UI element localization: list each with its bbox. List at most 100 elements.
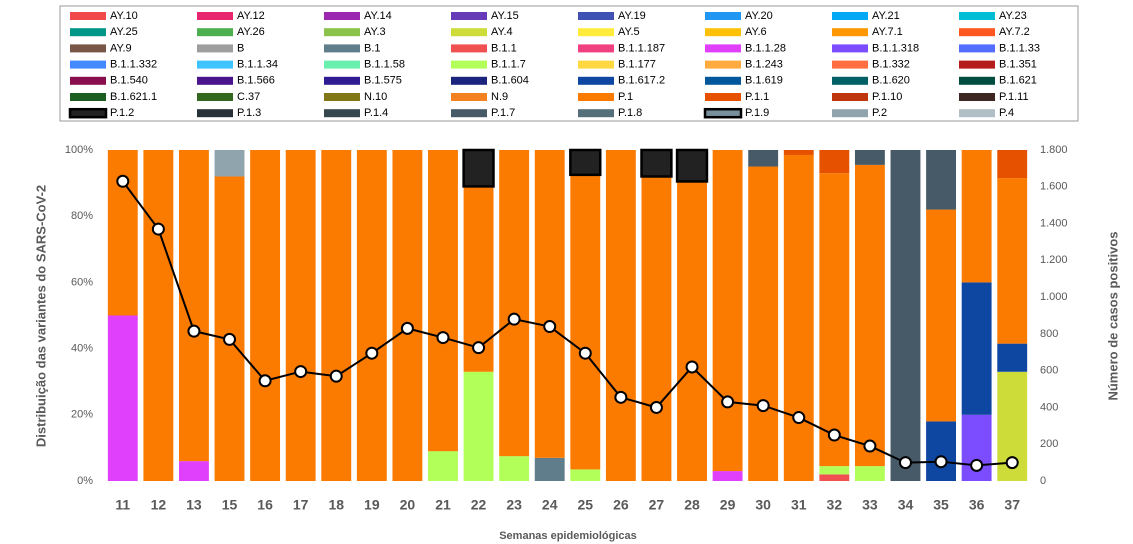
legend-label: C.37 [237, 91, 260, 103]
legend-label: B.1.177 [618, 59, 656, 71]
legend-label: N.9 [491, 91, 508, 103]
legend-label: P.1.9 [745, 107, 769, 119]
legend-label: B.1.604 [491, 75, 529, 87]
legend-swatch [324, 12, 360, 20]
bar-segment [748, 166, 779, 482]
legend-label: AY.4 [491, 26, 513, 38]
legend-swatch [578, 44, 614, 53]
x-tick-label: 13 [186, 497, 202, 513]
legend-swatch [324, 93, 360, 101]
cases-marker [187, 324, 201, 338]
legend-swatch [197, 28, 233, 37]
legend-swatch [451, 44, 487, 53]
x-tick-label: 33 [862, 497, 878, 513]
legend-label: AY.19 [618, 10, 646, 22]
cases-marker [294, 365, 308, 379]
x-tick-label: 15 [222, 497, 238, 513]
bar-segment [997, 178, 1028, 344]
bar-segment [428, 451, 458, 481]
legend-label: B.1.1.34 [237, 59, 278, 71]
bar-segment [499, 150, 530, 457]
bar-segment [499, 456, 530, 481]
y2-tick-label: 1.000 [1040, 291, 1068, 303]
bar-segment [285, 150, 316, 481]
legend-swatch [578, 93, 614, 101]
legend-swatch [832, 44, 868, 53]
legend-label: B.1.575 [364, 75, 402, 87]
legend-swatch [68, 107, 108, 119]
legend-swatch [578, 28, 614, 37]
bar-segment [819, 474, 850, 481]
x-tick-label: 12 [151, 497, 167, 513]
legend-label: P.1.11 [999, 91, 1029, 103]
y-axis-title: Distribuição das variantes do SARS-CoV-2 [33, 185, 48, 447]
bar-segment [640, 148, 673, 178]
x-tick-label: 28 [684, 497, 700, 513]
bar-segment [570, 174, 601, 470]
cases-marker [649, 400, 663, 414]
bar-segment [748, 150, 779, 167]
y-tick-label: 80% [71, 210, 93, 222]
y2-tick-label: 800 [1040, 328, 1058, 340]
bar-segment [819, 466, 850, 475]
legend-label: AY.10 [110, 10, 138, 22]
bar-segment [570, 469, 601, 481]
cases-marker [507, 312, 521, 326]
legend-swatch [578, 109, 614, 118]
legend-label: AY.26 [237, 26, 265, 38]
cases-marker [792, 411, 806, 425]
cases-marker [472, 341, 486, 355]
legend-swatch [705, 76, 741, 85]
legend-swatch [832, 76, 868, 85]
bar-segment [926, 150, 956, 210]
x-tick-label: 25 [577, 497, 593, 513]
legend-label: AY.14 [364, 10, 392, 22]
legend-label: B.1.351 [999, 59, 1037, 71]
legend-label: B.1.540 [110, 75, 148, 87]
cases-marker [151, 222, 165, 236]
legend-label: B.1.1.187 [618, 42, 665, 54]
bar-segment [854, 150, 885, 165]
y2-tick-label: 0 [1040, 475, 1046, 487]
bar-segment [605, 150, 636, 481]
bar-segment [997, 150, 1028, 179]
bar-segment [961, 282, 992, 415]
y2-axis-title: Número de casos positivos [1105, 231, 1120, 400]
legend-swatch [451, 28, 487, 37]
legend-swatch [324, 76, 360, 85]
legend-swatch [70, 12, 106, 20]
legend-swatch [70, 93, 106, 101]
cases-marker [721, 395, 735, 409]
legend-swatch [832, 12, 868, 20]
bar-segment [428, 150, 458, 452]
legend-label: B.1.1.58 [364, 59, 405, 71]
cases-marker [116, 174, 130, 188]
x-tick-label: 23 [506, 497, 522, 513]
bar-segment [997, 343, 1028, 372]
bar-segment [926, 209, 956, 422]
legend-swatch [705, 28, 741, 37]
x-tick-label: 20 [400, 497, 416, 513]
x-tick-label: 26 [613, 497, 629, 513]
legend-swatch [70, 28, 106, 37]
legend-label: P.1.8 [618, 107, 642, 119]
legend-label: AY.20 [745, 10, 773, 22]
cases-marker [258, 374, 272, 388]
bar-segment [463, 371, 494, 481]
bar-segment [641, 176, 672, 482]
x-tick-label: 11 [115, 497, 130, 513]
x-tick-label: 18 [328, 497, 344, 513]
y-tick-label: 100% [65, 144, 93, 156]
bar-segment [569, 148, 602, 177]
bar-segment [534, 150, 565, 458]
legend-swatch [451, 109, 487, 118]
legend-label: P.1.1 [745, 91, 769, 103]
legend-swatch [959, 60, 995, 69]
legend-swatch [959, 76, 995, 85]
bar-segment [783, 154, 814, 481]
y-tick-label: 60% [71, 276, 93, 288]
bar-segment [214, 176, 245, 482]
legend-label: AY.25 [110, 26, 138, 38]
legend-swatch [451, 93, 487, 101]
x-tick-label: 35 [933, 497, 949, 513]
